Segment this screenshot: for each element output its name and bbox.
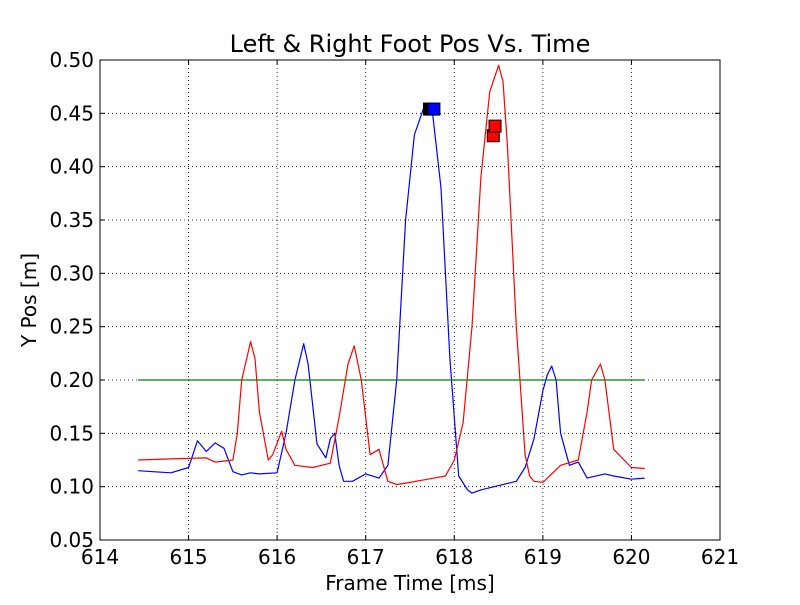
x-tick-label: 619	[524, 545, 562, 569]
plot-frame	[99, 59, 721, 541]
x-tick-label: 617	[347, 545, 385, 569]
y-tick-label: 0.45	[49, 101, 94, 125]
marker-layer	[422, 102, 502, 143]
red-foot-line	[138, 64, 645, 486]
x-tick-label: 620	[612, 545, 650, 569]
x-tick-label: 621	[701, 545, 739, 569]
series-layer	[138, 64, 645, 494]
x-tick-label: 615	[169, 545, 207, 569]
y-tick-label: 0.25	[49, 315, 94, 339]
y-tick-label: 0.40	[49, 155, 94, 179]
x-tick-label: 614	[81, 545, 119, 569]
blue-foot-line	[138, 108, 645, 494]
y-tick-label: 0.05	[49, 528, 94, 552]
y-tick-label: 0.30	[49, 261, 94, 285]
square-marker	[488, 119, 502, 133]
square-marker	[427, 102, 441, 116]
y-tick-label: 0.50	[49, 48, 94, 72]
y-tick-label: 0.35	[49, 208, 94, 232]
y-tick-label: 0.10	[49, 475, 94, 499]
x-tick-label: 616	[258, 545, 296, 569]
y-tick-label: 0.20	[49, 368, 94, 392]
tick-layer: 614 615 616 617 618 619 620 621 0.05 0.10 0.15 0.20…	[49, 48, 739, 569]
y-tick-label: 0.15	[49, 421, 94, 445]
x-axis-label: Frame Time [ms]	[325, 571, 494, 595]
x-tick-label: 618	[435, 545, 473, 569]
chart-title: Left & Right Foot Pos Vs. Time	[230, 30, 591, 58]
y-axis-label: Y Pos [m]	[17, 253, 41, 348]
